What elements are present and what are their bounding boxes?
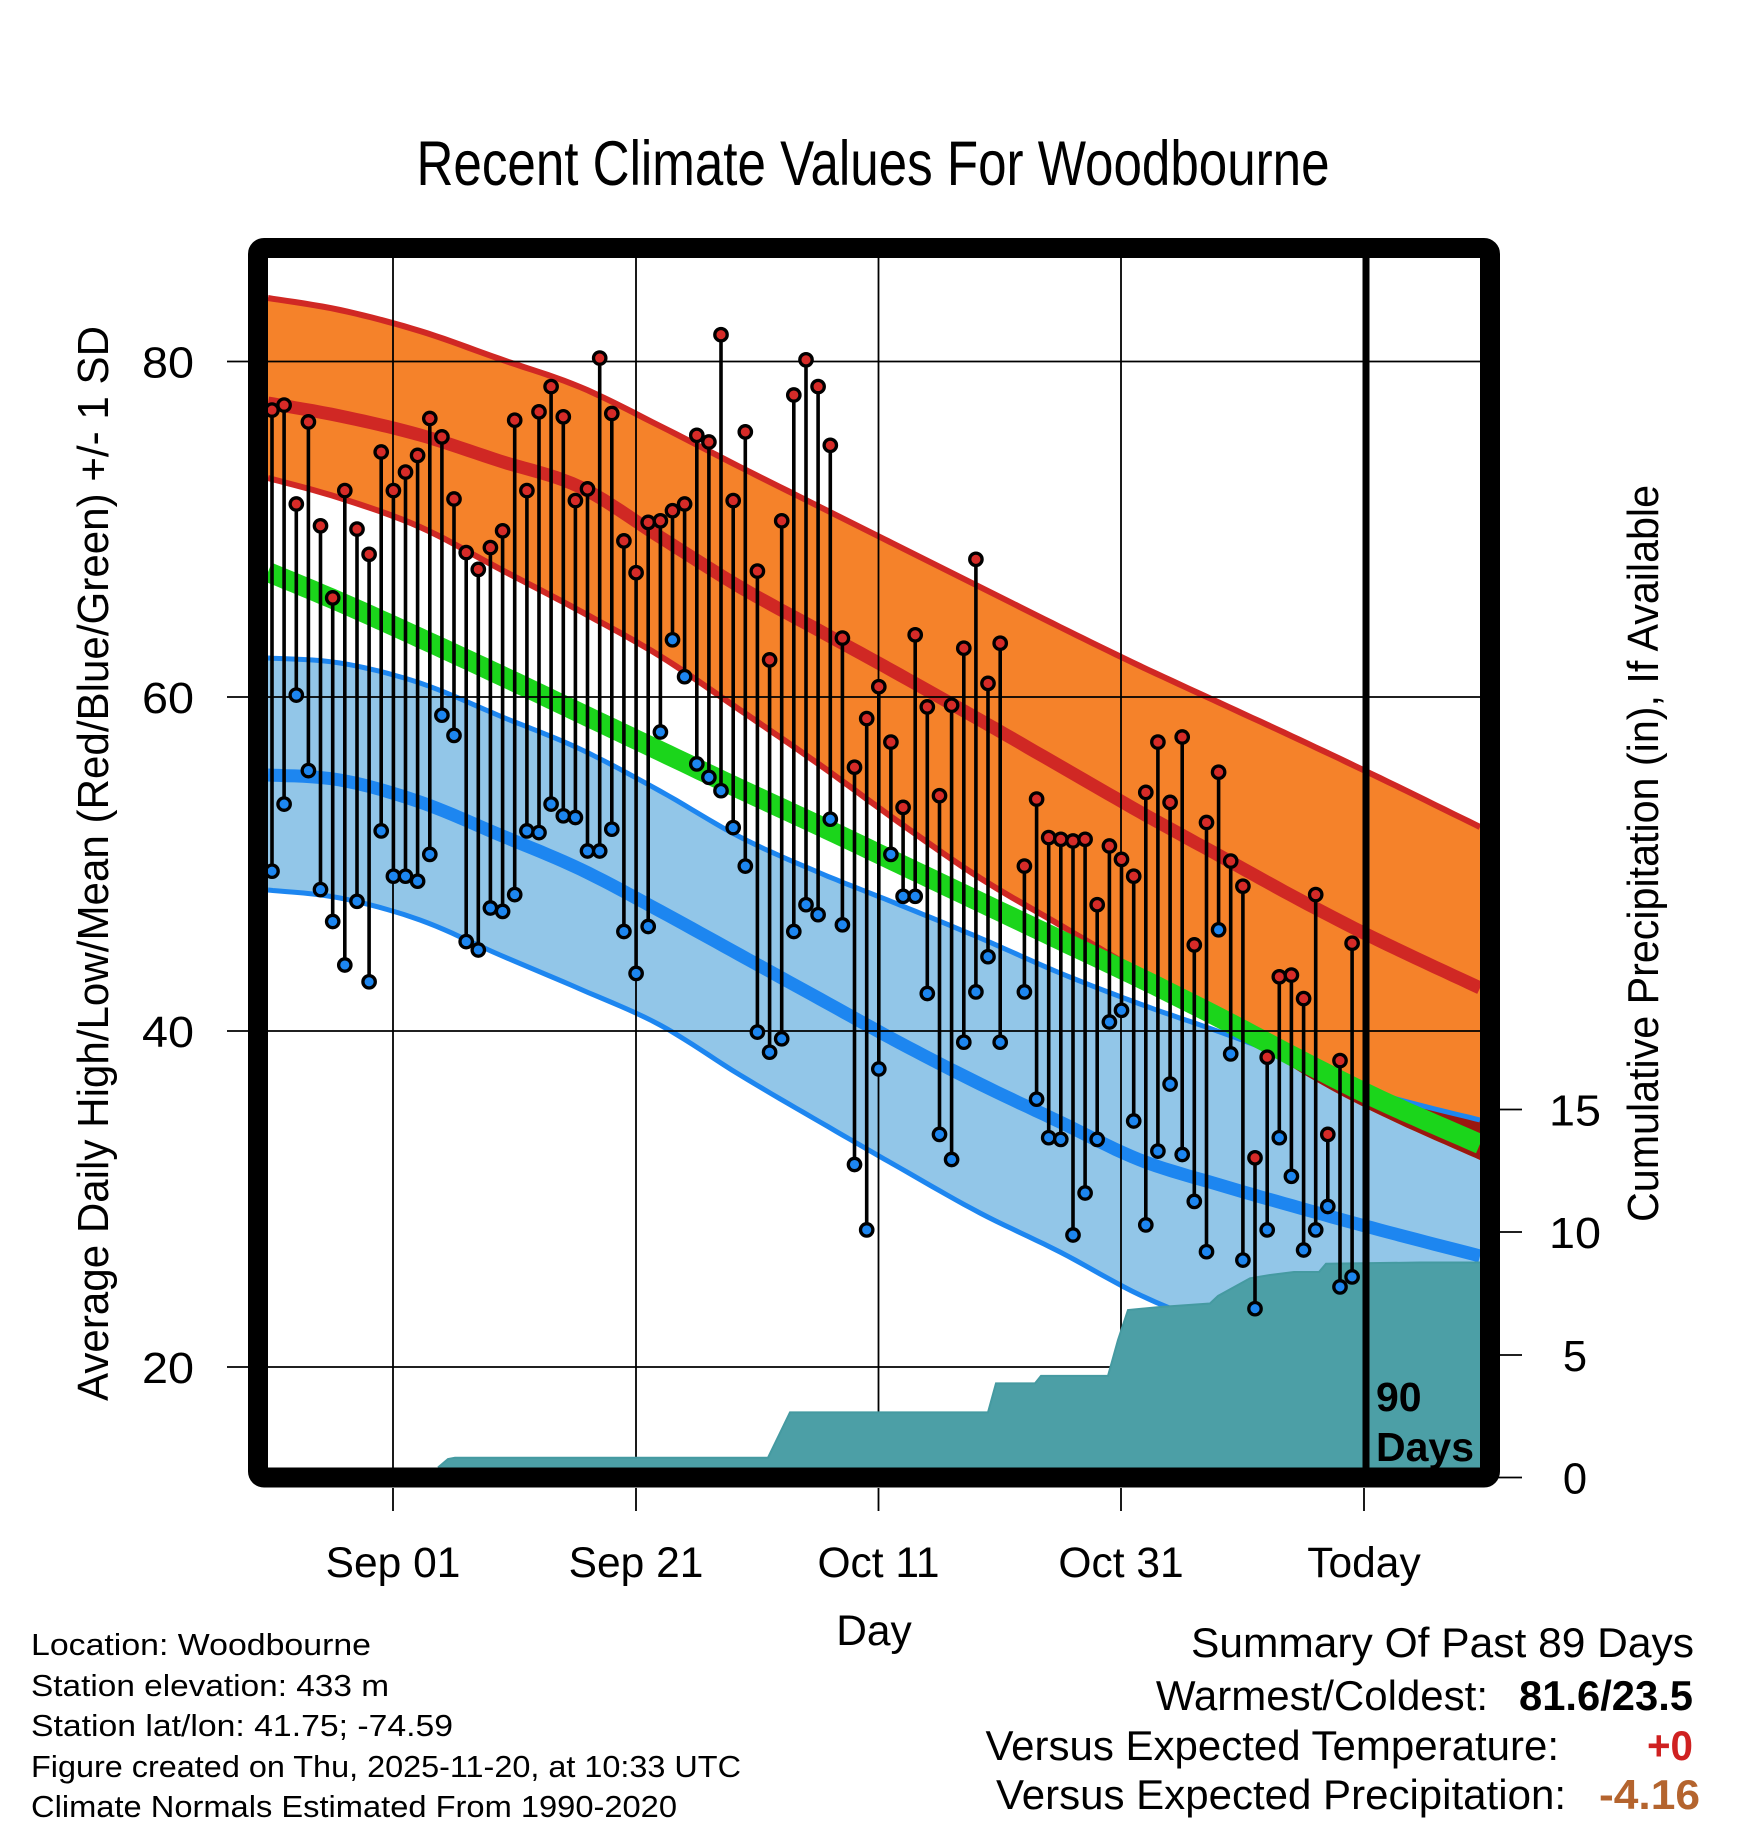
svg-text:Recent Climate Values For Wood: Recent Climate Values For Woodbourne (417, 129, 1330, 199)
svg-text:Cumulative Precipitation (in),: Cumulative Precipitation (in), If Availa… (1619, 485, 1668, 1222)
svg-text:Versus Expected Temperature:: Versus Expected Temperature: (985, 1722, 1559, 1769)
svg-text:+0: +0 (1647, 1722, 1693, 1769)
svg-text:10: 10 (1549, 1210, 1601, 1258)
svg-text:40: 40 (142, 1009, 194, 1057)
svg-text:81.6/23.5: 81.6/23.5 (1519, 1672, 1693, 1719)
svg-text:Today: Today (1307, 1540, 1421, 1587)
svg-text:Warmest/Coldest:: Warmest/Coldest: (1156, 1672, 1488, 1719)
svg-text:20: 20 (142, 1345, 194, 1393)
svg-text:-4.16: -4.16 (1599, 1771, 1700, 1818)
svg-text:Sep 01: Sep 01 (326, 1540, 461, 1587)
svg-text:Days: Days (1376, 1424, 1474, 1470)
svg-text:Versus Expected Precipitation:: Versus Expected Precipitation: (996, 1771, 1566, 1818)
svg-text:Climate Normals Estimated From: Climate Normals Estimated From 1990-2020 (31, 1789, 677, 1824)
svg-text:Oct 31: Oct 31 (1058, 1540, 1183, 1587)
svg-text:0: 0 (1563, 1456, 1587, 1504)
svg-text:15: 15 (1549, 1088, 1601, 1136)
svg-text:Average Daily High/Low/Mean (R: Average Daily High/Low/Mean (Red/Blue/Gr… (69, 326, 118, 1401)
svg-text:Sep 21: Sep 21 (569, 1540, 704, 1587)
svg-text:Figure created on Thu, 2025-11: Figure created on Thu, 2025-11-20, at 10… (31, 1749, 741, 1784)
svg-text:Oct 11: Oct 11 (817, 1540, 939, 1587)
svg-text:Location: Woodbourne: Location: Woodbourne (31, 1627, 371, 1662)
svg-text:Summary Of Past 89 Days: Summary Of Past 89 Days (1191, 1619, 1694, 1666)
svg-text:Station lat/lon: 41.75; -74.59: Station lat/lon: 41.75; -74.59 (31, 1708, 453, 1743)
svg-text:90: 90 (1376, 1374, 1422, 1420)
svg-text:Day: Day (836, 1608, 912, 1655)
svg-text:60: 60 (142, 675, 194, 723)
svg-text:Station elevation: 433 m: Station elevation: 433 m (31, 1668, 389, 1703)
svg-text:80: 80 (142, 340, 194, 388)
svg-text:5: 5 (1563, 1333, 1587, 1381)
